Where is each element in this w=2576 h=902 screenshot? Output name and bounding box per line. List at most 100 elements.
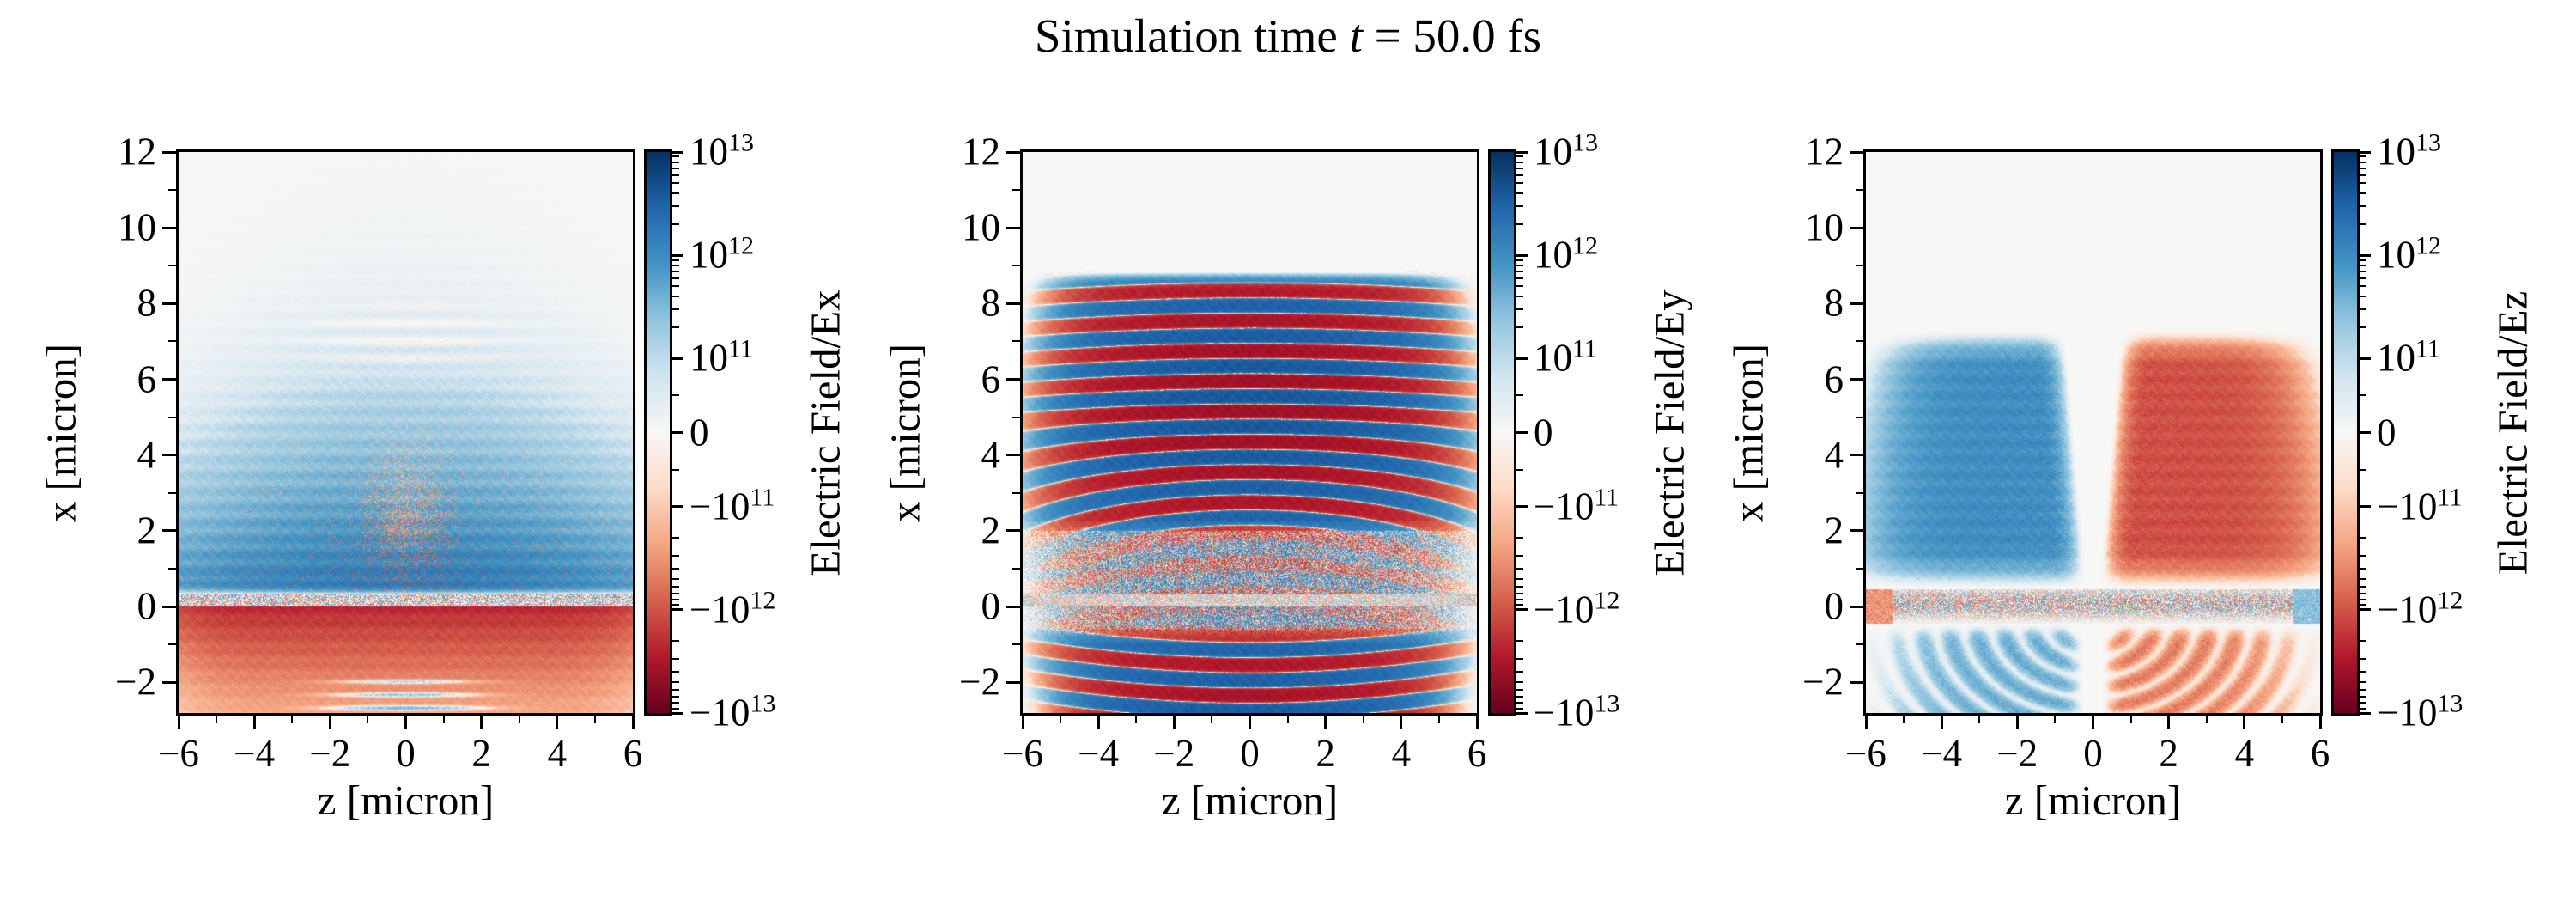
y-tick-label: 12 <box>118 130 156 174</box>
colorbar-major-tick <box>672 253 683 257</box>
x-minor-tick <box>1286 716 1289 723</box>
colorbar-tick-label: −1011 <box>1534 483 1619 528</box>
x-tick-label: 0 <box>1240 732 1260 775</box>
colorbar-major-tick <box>2360 711 2371 715</box>
y-major-tick <box>1850 150 1863 154</box>
colorbar-minor-tick <box>1516 182 1523 185</box>
colorbar-tick-label: 1012 <box>1534 231 1598 277</box>
y-minor-tick <box>168 567 176 570</box>
x-minor-tick <box>291 716 294 723</box>
x-major-tick <box>1249 716 1251 729</box>
x-major-tick <box>328 716 331 729</box>
colorbar-minor-tick <box>1516 577 1523 580</box>
y-major-tick <box>1006 226 1020 229</box>
colorbar-minor-tick <box>1516 285 1523 288</box>
y-tick-label: 10 <box>962 205 1000 249</box>
y-minor-tick <box>168 340 176 343</box>
x-minor-tick <box>518 716 520 723</box>
colorbar-minor-tick <box>1516 702 1523 704</box>
x-tick-label: −2 <box>1153 732 1195 775</box>
colorbar-minor-tick <box>1516 259 1523 261</box>
plot-area-ez <box>1863 149 2323 716</box>
y-major-tick <box>1006 150 1020 154</box>
colorbar-minor-tick <box>1516 264 1523 266</box>
x-major-tick <box>1172 716 1176 729</box>
y-tick-label: 12 <box>962 130 1000 174</box>
colorbar-major-tick <box>1516 505 1528 509</box>
y-minor-tick <box>1856 643 1863 646</box>
colorbar-minor-tick <box>1516 671 1523 673</box>
x-major-tick <box>1097 716 1100 729</box>
colorbar-ey <box>1488 149 1516 716</box>
colorbar-minor-tick <box>1516 161 1523 163</box>
colorbar-minor-tick <box>2360 604 2366 606</box>
x-tick-label: 2 <box>2159 732 2178 775</box>
colorbar-minor-tick <box>672 696 679 698</box>
colorbar-minor-tick <box>2360 689 2366 692</box>
colorbar-minor-tick <box>672 536 679 539</box>
x-tick-label: 2 <box>1315 732 1335 775</box>
colorbar-minor-tick <box>672 155 679 158</box>
y-minor-tick <box>1856 340 1863 343</box>
y-minor-tick <box>1012 265 1020 267</box>
colorbar-minor-tick <box>672 161 679 163</box>
colorbar-minor-tick <box>1516 295 1523 297</box>
y-major-tick <box>162 226 176 229</box>
colorbar-minor-tick <box>1516 658 1523 661</box>
colorbar-major-tick <box>1516 253 1528 257</box>
colorbar-minor-tick <box>2360 555 2366 558</box>
x-tick-label: 0 <box>2083 732 2103 775</box>
colorbar-minor-tick <box>672 285 679 288</box>
heatmap-ez <box>1866 152 2320 713</box>
colorbar-minor-tick <box>2360 161 2366 163</box>
y-minor-tick <box>1012 567 1020 570</box>
x-major-tick <box>1400 716 1403 729</box>
colorbar-minor-tick <box>2360 174 2366 176</box>
x-minor-tick <box>1211 716 1213 723</box>
colorbar-minor-tick <box>1516 394 1523 397</box>
x-minor-tick <box>2054 716 2057 723</box>
colorbar-major-tick <box>1516 357 1528 360</box>
y-major-tick <box>162 302 176 305</box>
title-suffix: = 50.0 fs <box>1362 9 1542 62</box>
y-major-tick <box>162 605 176 608</box>
colorbar-minor-tick <box>2360 192 2366 194</box>
y-tick-label: 4 <box>981 433 1001 477</box>
y-major-tick <box>162 150 176 154</box>
y-tick-label: 8 <box>981 281 1001 325</box>
colorbar-minor-tick <box>2360 586 2366 588</box>
colorbar-tick-label: 1012 <box>690 231 754 277</box>
y-tick-label: 0 <box>1824 584 1844 628</box>
colorbar-minor-tick <box>672 586 679 588</box>
colorbar-minor-tick <box>672 326 679 329</box>
colorbar-major-tick <box>2360 150 2371 154</box>
x-minor-tick <box>2129 716 2132 723</box>
y-tick-label: 10 <box>1805 205 1844 249</box>
colorbar-minor-tick <box>2360 599 2366 601</box>
colorbar-minor-tick <box>672 702 679 704</box>
colorbar-minor-tick <box>2360 222 2366 225</box>
x-tick-label: −2 <box>1996 732 2038 775</box>
colorbar-minor-tick <box>2360 680 2366 683</box>
colorbar-ez <box>2331 149 2360 716</box>
colorbar-minor-tick <box>2360 326 2366 329</box>
colorbar-major-tick <box>1516 608 1528 612</box>
x-tick-label: −4 <box>234 732 276 775</box>
colorbar-major-tick <box>2360 608 2371 612</box>
x-major-tick <box>2167 716 2171 729</box>
x-tick-label: 2 <box>471 732 491 775</box>
colorbar-tick-label: 1011 <box>2377 334 2440 380</box>
x-minor-tick <box>1135 716 1138 723</box>
colorbar-minor-tick <box>672 277 679 279</box>
colorbar-major-tick <box>672 431 683 434</box>
colorbar-major-tick <box>2360 253 2371 257</box>
y-tick-label: −2 <box>959 660 1000 704</box>
colorbar-minor-tick <box>2360 593 2366 595</box>
colorbar-tick-label: −1013 <box>2377 689 2464 734</box>
x-tick-label: 4 <box>2234 732 2255 775</box>
colorbar-major-tick <box>1516 150 1528 154</box>
x-minor-tick <box>1362 716 1364 723</box>
y-minor-tick <box>1012 643 1020 646</box>
colorbar-major-tick <box>2360 431 2371 434</box>
